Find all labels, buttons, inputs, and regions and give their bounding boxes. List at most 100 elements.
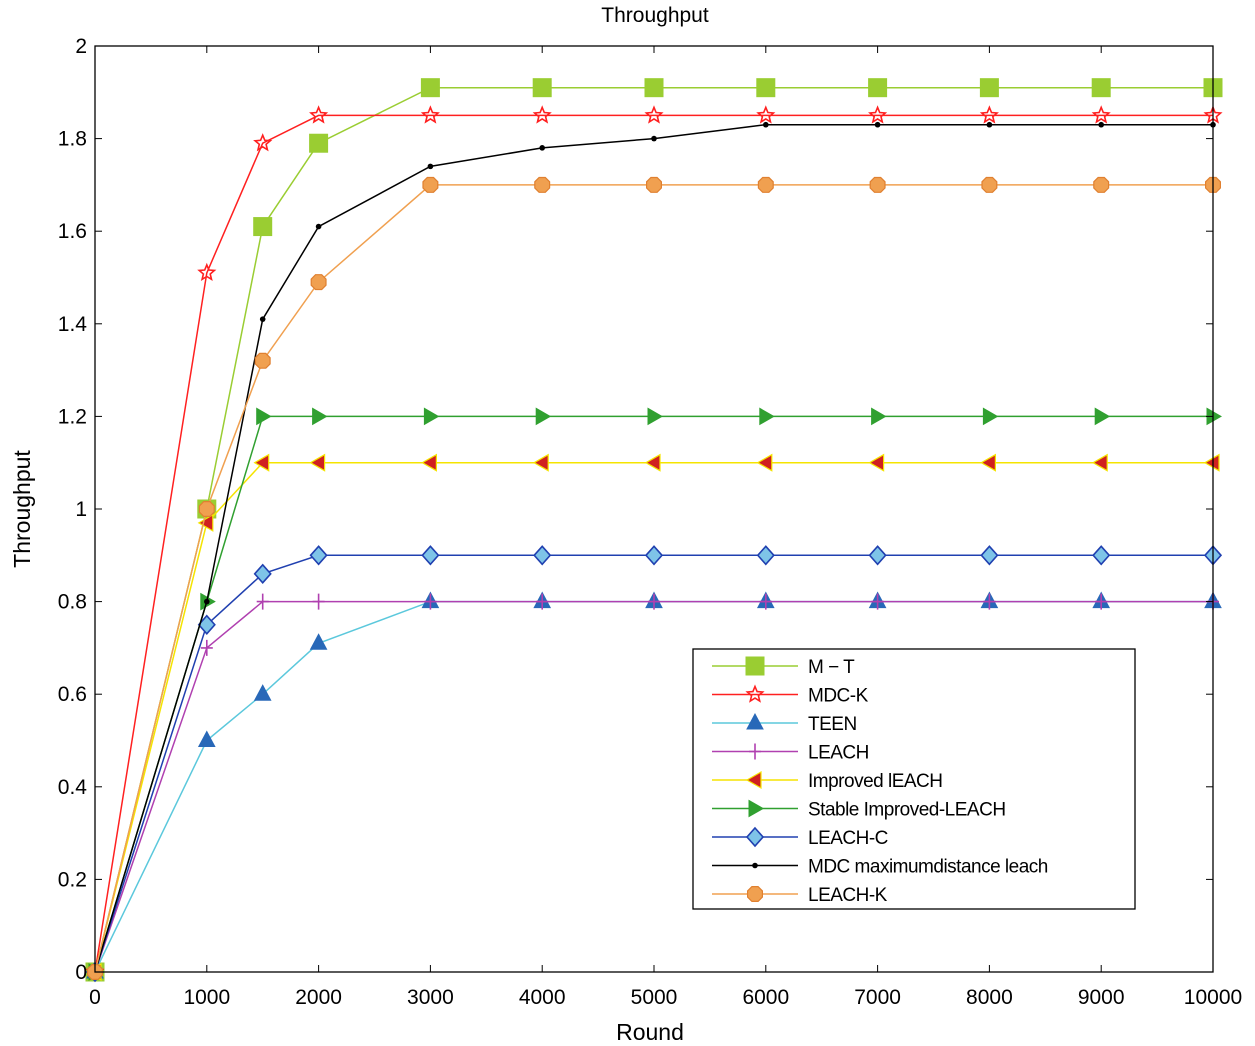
data-point-5-6 <box>647 407 664 426</box>
data-point-5-3 <box>312 407 328 426</box>
x-tick-label: 8000 <box>966 986 1013 1009</box>
data-point-7-3 <box>315 223 322 230</box>
data-point-4-3 <box>309 453 326 472</box>
data-point-4-4 <box>421 453 437 472</box>
legend-marker <box>746 885 764 903</box>
y-tick-label: 1.2 <box>58 405 87 428</box>
series-line-5 <box>94 415 1213 973</box>
data-point-1-10 <box>1091 105 1111 124</box>
legend-item: LEACH-C <box>712 826 888 849</box>
data-point-3-1 <box>200 639 213 656</box>
y-tick-label: 1 <box>75 498 87 521</box>
legend-item: MDC-K <box>712 684 869 707</box>
data-point-0-9 <box>979 78 999 98</box>
legend-item: MDC maximumdistance leach <box>712 857 1048 878</box>
legend-label: LEACH-K <box>808 885 888 906</box>
legend: M − T MDC-K TEEN LEACH Improved lEACH Stable … <box>692 648 1136 910</box>
data-point-1-1 <box>197 262 217 281</box>
series-layer <box>85 78 1223 983</box>
data-point-0-10 <box>1091 78 1111 98</box>
data-point-8-8 <box>869 176 886 193</box>
data-point-4-7 <box>756 453 773 472</box>
series-line-6 <box>94 554 1213 973</box>
data-point-5-8 <box>871 407 887 426</box>
data-point-5-4 <box>423 407 440 426</box>
data-point-1-9 <box>979 105 999 124</box>
legend-item: Stable Improved-LEACH <box>712 800 1006 821</box>
x-tick-label: 3000 <box>407 986 454 1009</box>
data-point-6-8 <box>868 545 887 566</box>
data-point-4-10 <box>1091 453 1108 472</box>
legend-item: LEACH-K <box>712 885 888 906</box>
data-point-1-6 <box>644 105 664 124</box>
data-point-6-5 <box>533 545 552 566</box>
legend-marker <box>745 684 765 703</box>
y-tick-label: 0 <box>75 961 87 984</box>
data-point-1-2 <box>253 133 273 152</box>
data-point-7-4 <box>427 163 434 170</box>
y-axis-title: Throughput <box>9 450 35 568</box>
data-point-3-2 <box>256 593 269 610</box>
series-line-4 <box>94 461 1213 973</box>
legend-marker <box>752 862 758 869</box>
legend-label: Stable Improved-LEACH <box>808 800 1006 821</box>
data-point-3-3 <box>312 593 325 610</box>
data-point-8-7 <box>757 176 774 193</box>
data-point-3-10 <box>1095 593 1108 610</box>
data-point-6-9 <box>980 545 999 566</box>
data-point-0-4 <box>420 78 440 98</box>
data-point-3-4 <box>424 593 437 610</box>
y-tick-label: 1.8 <box>58 128 87 151</box>
legend-marker <box>748 799 765 818</box>
series-line-1 <box>94 114 1213 973</box>
y-tick-label: 1.4 <box>58 313 88 336</box>
data-point-8-6 <box>645 176 663 193</box>
x-tick-label: 4000 <box>519 986 566 1009</box>
series-line-3 <box>94 600 1213 973</box>
data-point-4-1 <box>197 513 214 532</box>
y-tick-label: 0.4 <box>58 776 88 799</box>
legend-item: Improved lEACH <box>712 770 943 792</box>
data-point-8-5 <box>534 176 551 193</box>
x-tick-label: 5000 <box>631 986 678 1009</box>
data-point-6-3 <box>309 545 328 566</box>
legend-marker <box>745 770 762 790</box>
data-point-6-6 <box>644 545 664 566</box>
ticks-layer: 0 1000 2000 3000 4000 5000 6000 7000 8000 9000 100… <box>58 35 1242 1009</box>
data-point-4-2 <box>253 453 270 472</box>
legend-label: MDC-K <box>808 686 869 707</box>
data-point-7-1 <box>204 598 210 605</box>
data-point-0-5 <box>532 78 552 98</box>
data-point-7-8 <box>874 121 881 128</box>
x-tick-label: 1000 <box>183 986 230 1009</box>
data-point-5-7 <box>759 407 775 426</box>
x-tick-label: 10000 <box>1184 986 1242 1009</box>
data-point-7-2 <box>259 316 266 322</box>
legend-label: TEEN <box>808 714 857 735</box>
x-tick-label: 9000 <box>1078 986 1125 1009</box>
data-point-3-6 <box>648 593 660 610</box>
chart-title: Throughput <box>601 4 709 27</box>
series-line-0 <box>94 86 1213 973</box>
data-point-0-6 <box>644 78 664 98</box>
data-point-2-2 <box>253 684 272 701</box>
y-tick-label: 2 <box>75 35 87 58</box>
data-point-4-8 <box>868 453 885 472</box>
y-tick-label: 1.6 <box>58 220 87 243</box>
data-point-8-1 <box>198 501 215 518</box>
legend-item: TEEN <box>712 712 857 735</box>
data-point-8-4 <box>422 176 439 193</box>
data-point-4-9 <box>980 453 997 472</box>
data-point-7-6 <box>651 135 657 142</box>
data-point-3-8 <box>871 593 884 610</box>
data-point-2-1 <box>197 730 216 747</box>
series-line-7 <box>94 123 1213 973</box>
data-point-0-3 <box>309 133 329 153</box>
legend-label: LEACH-C <box>808 828 888 849</box>
data-point-0-7 <box>756 78 776 98</box>
x-tick-label: 6000 <box>742 986 789 1009</box>
data-point-4-5 <box>532 453 549 472</box>
data-point-3-7 <box>759 593 772 610</box>
data-point-0-8 <box>868 78 888 98</box>
